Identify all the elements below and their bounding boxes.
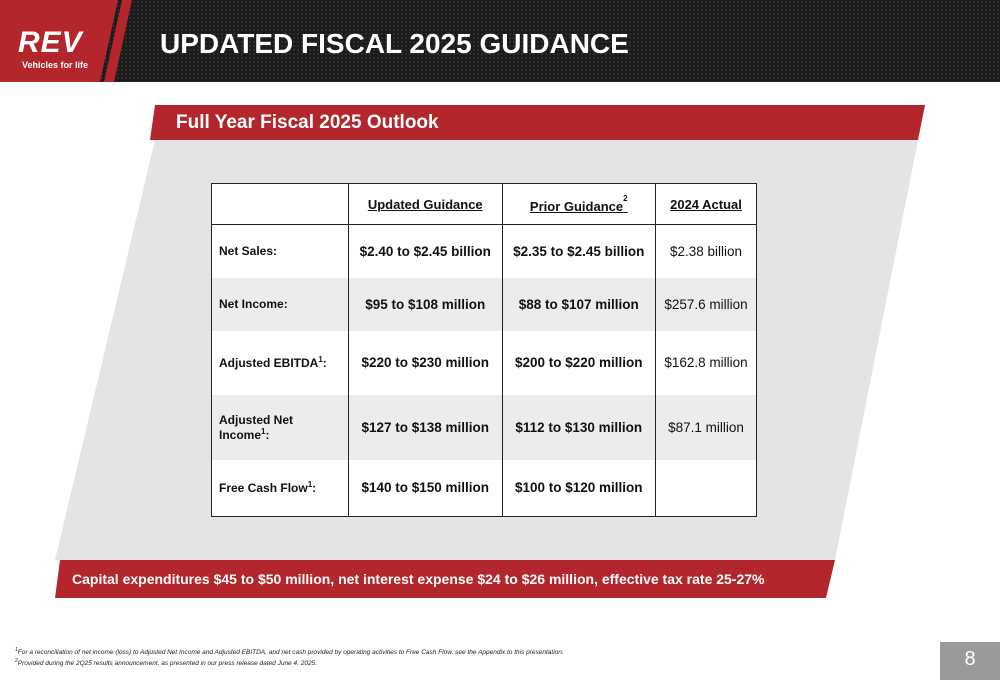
row-label-suffix: : <box>322 356 327 370</box>
page-number-box <box>940 642 1000 680</box>
section-title: Full Year Fiscal 2025 Outlook <box>176 112 439 133</box>
superscript: 1 <box>318 355 323 364</box>
header-red <box>0 0 118 82</box>
header-stripe <box>104 0 132 82</box>
cell: $112 to $130 million <box>501 394 656 460</box>
row-label: Adjusted Net Income <box>219 412 294 442</box>
header-cell: Updated Guidance <box>348 183 503 225</box>
row-label-cell: Net Sales: <box>211 224 349 278</box>
superscript: 1 <box>261 426 266 436</box>
cell-text: $162.8 million <box>664 355 748 370</box>
cell: $2.38 billion <box>655 224 757 278</box>
cell: $140 to $150 million <box>348 459 503 517</box>
cell-text: $87.1 million <box>668 419 744 435</box>
cell: $88 to $107 million <box>501 277 656 331</box>
column-header: Prior Guidance <box>529 199 624 214</box>
row-label-cell: Net Income: <box>211 277 349 331</box>
cell-text: $140 to $150 million <box>361 480 490 496</box>
superscript: 1 <box>307 480 313 490</box>
header-row: Updated Guidance Prior Guidance2 2024 Actu… <box>211 183 757 225</box>
guidance-table: Updated Guidance Prior Guidance2 2024 Actu… <box>211 183 757 517</box>
row-label-suffix: : <box>265 427 270 442</box>
cell: $257.6 million <box>655 277 757 331</box>
header-cell: 2024 Actual <box>655 183 757 225</box>
row-label: Free Cash Flow <box>219 481 308 496</box>
row-label-suffix: : <box>312 481 317 496</box>
table-row: Net Income: $95 to $108 million $88 to $10… <box>211 277 757 331</box>
cell <box>655 459 757 517</box>
cell-text: $2.40 to $2.45 billion <box>359 243 491 259</box>
cell-text: $112 to $130 million <box>515 419 643 435</box>
cell-text: $100 to $120 million <box>514 480 643 496</box>
cell: $95 to $108 million <box>348 277 503 331</box>
row-label: Net Sales: <box>219 244 278 259</box>
table-row: Adjusted EBITDA1: $220 to $230 million $20… <box>211 330 757 395</box>
table-row: Free Cash Flow1: $140 to $150 million $100… <box>211 459 757 517</box>
slide-title: UPDATED FISCAL 2025 GUIDANCE <box>160 28 629 59</box>
footnote-mark: 2 <box>15 658 18 665</box>
cell: $2.35 to $2.45 billion <box>501 224 656 278</box>
cell: $2.40 to $2.45 billion <box>348 224 503 278</box>
logo: REV <box>18 26 83 59</box>
row-label-cell: Free Cash Flow1: <box>211 459 349 517</box>
cell-text: $220 to $230 million <box>361 355 490 370</box>
banner-text: Capital expenditures $45 to $50 million,… <box>72 571 765 587</box>
row-label-cell: Adjusted EBITDA1: <box>211 330 349 395</box>
cell-text: $200 to $220 million <box>514 355 643 370</box>
cell-text: $127 to $138 million <box>361 419 490 435</box>
row-label: Net Income <box>219 297 284 311</box>
column-header: Updated Guidance <box>367 196 483 212</box>
table-row: Net Sales: $2.40 to $2.45 billion $2.35 to… <box>211 224 757 278</box>
footnote-text: Provided during the 2Q25 results announc… <box>17 660 317 668</box>
cell: $200 to $220 million <box>501 330 656 395</box>
row-label: Adjusted EBITDA <box>219 356 319 370</box>
footnotes: 1For a reconciliation of net income (los… <box>15 646 564 668</box>
cell-text: $2.38 billion <box>669 243 743 259</box>
cell: $220 to $230 million <box>348 330 503 395</box>
cell: $100 to $120 million <box>501 459 656 517</box>
footnote-text: For a reconciliation of net income (loss… <box>17 649 564 657</box>
cell: $162.8 million <box>655 330 757 395</box>
superscript: 2 <box>623 194 628 203</box>
footnote: 1For a reconciliation of net income (los… <box>15 646 564 657</box>
footnote-mark: 1 <box>15 647 18 653</box>
cell: $87.1 million <box>655 394 757 460</box>
cell-text: $2.35 to $2.45 billion <box>513 243 645 259</box>
footnote: 2Provided during the 2Q25 results announ… <box>15 657 564 668</box>
column-header: 2024 Actual <box>670 196 742 212</box>
cell: $127 to $138 million <box>348 394 503 460</box>
table-row: Adjusted Net Income1: $127 to $138 millio… <box>211 394 757 460</box>
row-label-cell: Adjusted Net Income1: <box>211 394 349 460</box>
header-cell: Prior Guidance2 <box>501 183 656 225</box>
page-number: 8 <box>964 648 976 670</box>
header-band <box>0 0 1000 82</box>
cell-text: $257.6 million <box>664 296 748 312</box>
cell-text: $88 to $107 million <box>518 296 639 312</box>
banner-bar <box>55 560 835 598</box>
cell-text: $95 to $108 million <box>365 296 486 312</box>
section-bar <box>150 105 925 140</box>
logo-tagline: Vehicles for life <box>22 60 89 70</box>
row-label-suffix: : <box>283 297 288 311</box>
header-cell <box>211 183 349 225</box>
